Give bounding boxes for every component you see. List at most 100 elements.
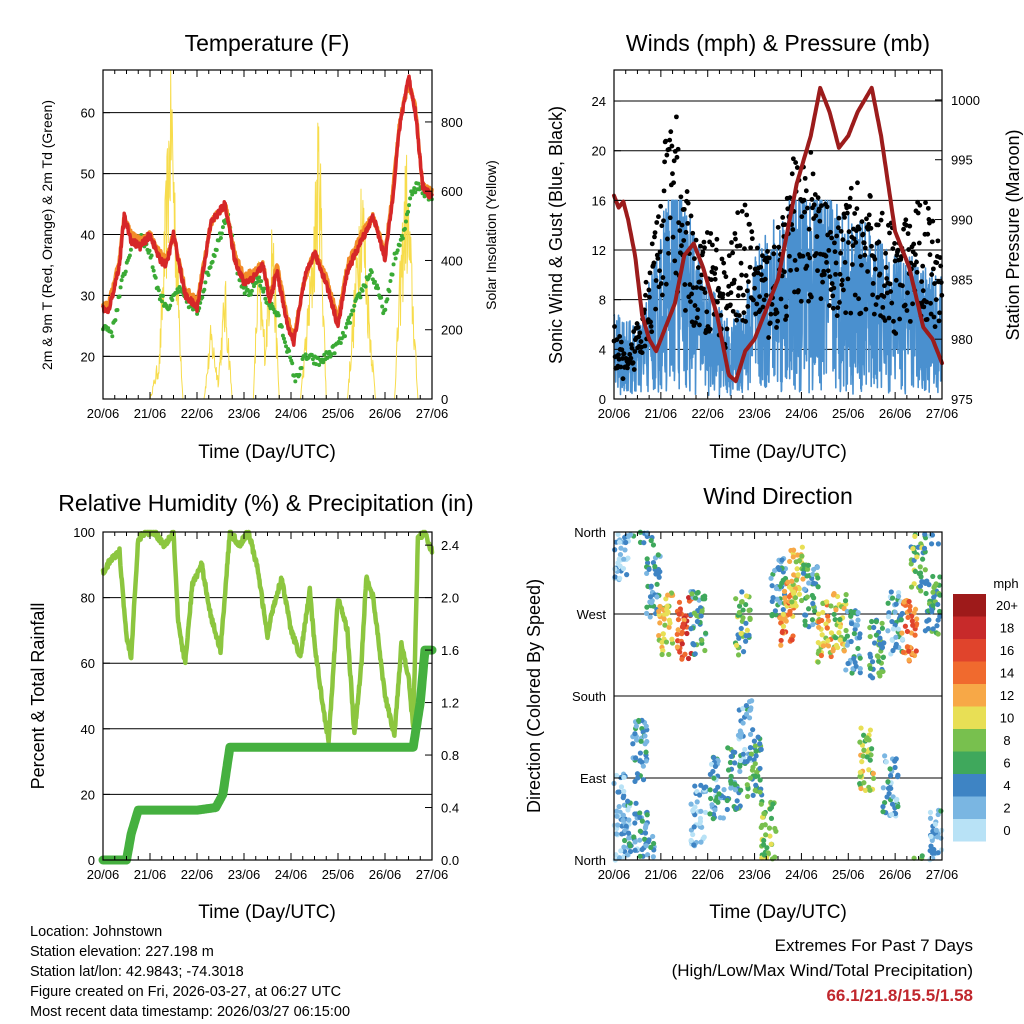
direction-point xyxy=(692,595,699,601)
gust-point xyxy=(635,325,641,330)
direction-point xyxy=(639,818,645,824)
gust-point xyxy=(832,240,837,246)
humidity-y-label: Percent & Total Rainfall xyxy=(28,603,48,790)
direction-point xyxy=(640,763,646,769)
direction-point xyxy=(768,815,775,821)
x-tick-label: 23/06 xyxy=(228,406,261,421)
direction-point xyxy=(625,807,631,813)
direction-point xyxy=(828,630,835,636)
gust-point xyxy=(743,319,748,324)
direction-point xyxy=(772,825,778,832)
gust-point xyxy=(707,326,713,332)
direction-point xyxy=(622,547,628,553)
gust-point xyxy=(667,215,673,221)
y2-tick-label: 990 xyxy=(951,213,973,228)
x-tick-label: 26/06 xyxy=(369,406,402,421)
gust-point xyxy=(785,206,791,212)
direction-point xyxy=(904,628,911,635)
direction-point xyxy=(768,841,774,847)
gust-point xyxy=(873,266,878,272)
direction-point xyxy=(887,766,893,772)
direction-point xyxy=(662,622,668,628)
direction-point xyxy=(895,774,901,780)
gust-point xyxy=(792,289,797,295)
direction-point xyxy=(837,624,843,630)
gust-point xyxy=(843,310,849,316)
dewpoint-point xyxy=(210,259,215,264)
y-tick-label: 50 xyxy=(81,167,95,182)
direction-point xyxy=(848,613,854,619)
dewpoint-point xyxy=(203,280,208,285)
gust-point xyxy=(872,256,878,262)
direction-point xyxy=(674,631,680,637)
dewpoint-point xyxy=(208,265,213,270)
direction-point xyxy=(770,595,776,601)
gust-point xyxy=(614,337,620,343)
gust-point xyxy=(932,281,937,286)
gust-point xyxy=(925,231,931,237)
gust-point xyxy=(883,250,888,256)
y-tick-label: 0 xyxy=(88,853,95,868)
direction-point xyxy=(926,582,932,588)
direction-point xyxy=(811,595,817,601)
direction-point xyxy=(743,633,749,639)
gust-point xyxy=(632,349,638,354)
dewpoint-point xyxy=(168,303,173,308)
gust-point xyxy=(745,304,751,309)
direction-point xyxy=(702,596,708,602)
colorbar-swatch xyxy=(953,684,986,707)
gust-point xyxy=(864,216,869,222)
y2-tick-label: 0.0 xyxy=(441,853,459,868)
gust-point xyxy=(714,236,720,242)
direction-point xyxy=(936,608,943,615)
gust-point xyxy=(875,222,881,228)
direction-point xyxy=(725,767,732,773)
temperature-y2-label: Solar Insolation (Yellow) xyxy=(483,160,499,310)
gust-point xyxy=(848,185,854,191)
direction-point xyxy=(749,767,756,773)
gust-point xyxy=(678,194,684,200)
direction-point xyxy=(910,545,916,552)
gust-point xyxy=(688,213,694,219)
direction-point xyxy=(643,824,649,830)
direction-point xyxy=(747,731,754,738)
direction-point xyxy=(870,770,876,777)
direction-point xyxy=(902,623,908,629)
y2-tick-label: 1.2 xyxy=(441,696,459,711)
gust-point xyxy=(752,285,757,291)
y-tick-label: 12 xyxy=(592,243,606,258)
direction-point xyxy=(664,603,670,609)
direction-point xyxy=(899,630,905,636)
direction-point xyxy=(710,816,716,822)
direction-point xyxy=(728,785,734,791)
gust-point xyxy=(656,214,661,220)
direction-point xyxy=(935,541,941,547)
gust-point xyxy=(842,214,847,220)
direction-point xyxy=(737,728,743,734)
temperature-panel: Temperature (F) 20/06 21/06 22/06 23/06 24/0… xyxy=(39,30,499,463)
x-tick-label: 23/06 xyxy=(228,867,261,882)
direction-point xyxy=(644,560,651,566)
direction-point xyxy=(931,594,937,600)
direction-point xyxy=(753,753,759,759)
dewpoint-point xyxy=(347,315,352,320)
gust-point xyxy=(677,228,683,234)
direction-point xyxy=(843,592,849,598)
gust-point xyxy=(876,239,882,245)
direction-point xyxy=(918,588,924,594)
direction-point xyxy=(684,630,690,637)
direction-point xyxy=(728,753,734,760)
direction-point xyxy=(857,773,863,780)
direction-point xyxy=(877,641,883,647)
direction-point xyxy=(639,846,645,853)
gust-point xyxy=(920,263,926,269)
direction-point xyxy=(615,531,621,537)
colorbar-swatch xyxy=(953,661,986,684)
gust-point xyxy=(648,319,653,325)
direction-point xyxy=(750,727,756,733)
gust-point xyxy=(732,231,738,236)
x-tick-label: 25/06 xyxy=(832,867,865,882)
direction-title: Wind Direction xyxy=(703,483,853,509)
direction-point xyxy=(844,633,850,639)
direction-point xyxy=(707,771,713,777)
